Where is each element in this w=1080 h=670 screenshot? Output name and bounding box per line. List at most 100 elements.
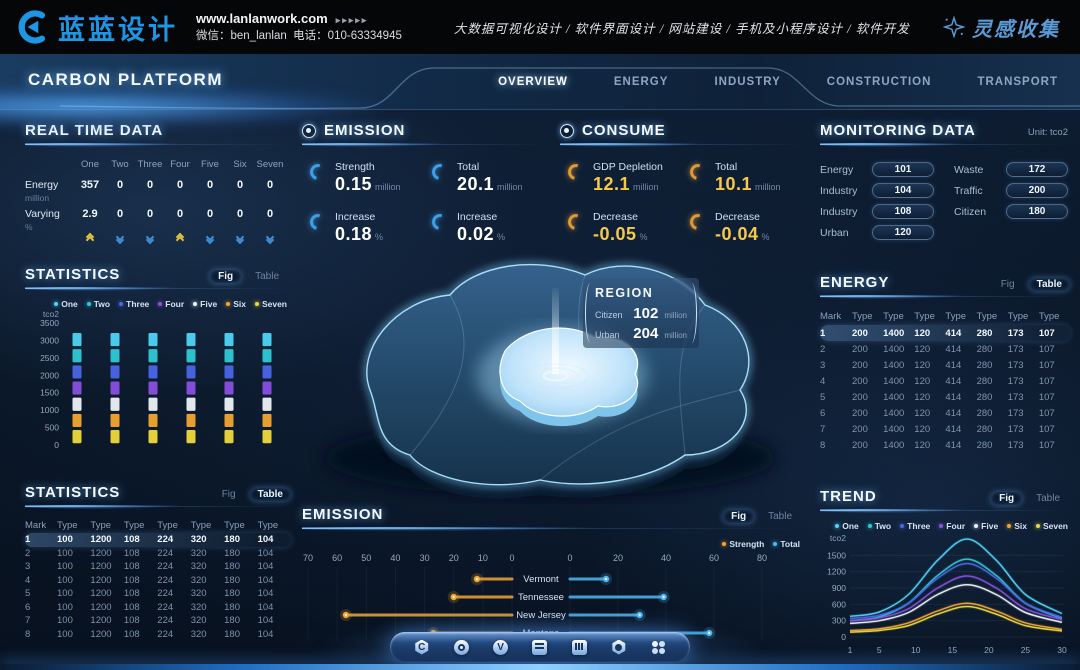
- table-row[interactable]: 3 100 1200 108 224 320 180 104: [25, 560, 291, 574]
- statistics-chart-title: STATISTICS: [25, 266, 121, 283]
- table-cell: 120: [914, 359, 931, 371]
- nav-item-overview[interactable]: OVERVIEW: [498, 76, 568, 88]
- table-cell: 224: [157, 588, 174, 600]
- brand-contact: www.lanlanwork.com ▸▸▸▸▸ 微信：ben_lanlan 电话…: [196, 10, 402, 44]
- monitoring-row-citizen: Citizen 180: [954, 201, 1068, 222]
- website-link[interactable]: www.lanlanwork.com: [196, 10, 328, 26]
- hex-nut-icon[interactable]: [612, 639, 626, 655]
- toggle-fig[interactable]: Fig: [991, 492, 1023, 505]
- nav-item-energy[interactable]: ENERGY: [613, 76, 669, 88]
- kpi-label: Increase: [457, 211, 498, 223]
- toggle-table[interactable]: Table: [249, 488, 291, 501]
- table-header-cell: Mark: [25, 519, 47, 531]
- legend-label: Strength: [729, 539, 765, 549]
- table-cell: 180: [224, 574, 240, 586]
- arrows-decoration: ▸▸▸▸▸: [335, 14, 369, 25]
- title-underline: [820, 295, 1070, 299]
- legend-label: Two: [874, 521, 892, 531]
- monitoring-row-waste: Waste 172: [954, 159, 1068, 180]
- table-header-cell: Type: [123, 519, 145, 531]
- gear-icon[interactable]: [453, 639, 469, 655]
- row-label: Energy: [25, 179, 59, 191]
- table-header-cell: Mark: [820, 310, 842, 322]
- table-row[interactable]: 7 200 1400 120 414 280 173 107: [820, 421, 1070, 437]
- kpi-value-row: 12.1 million: [593, 174, 663, 195]
- v-circle-icon[interactable]: V: [493, 639, 509, 655]
- legend-item-five: Five: [193, 299, 217, 309]
- table-cell: 108: [123, 534, 140, 546]
- table-row[interactable]: 4 100 1200 108 224 320 180 104: [25, 574, 291, 588]
- table-row[interactable]: 5 100 1200 108 224 320 180 104: [25, 587, 291, 601]
- trend-up-icon: [75, 232, 105, 245]
- fig-table-toggle: Fig Table: [991, 492, 1068, 505]
- table-cell: 104: [257, 561, 274, 573]
- consume-icon: [560, 123, 574, 138]
- legend-dot: [939, 524, 944, 528]
- toggle-fig[interactable]: Fig: [723, 510, 755, 523]
- toggle-fig[interactable]: Fig: [210, 270, 242, 283]
- region-3d-map[interactable]: REGION Citizen 102 million Urban 204 mil…: [300, 226, 800, 504]
- chart-board-icon[interactable]: [571, 639, 587, 655]
- toggle-table[interactable]: Table: [1028, 278, 1070, 291]
- charging-station-icon[interactable]: [532, 639, 548, 655]
- arc-gauge-icon: [429, 161, 451, 183]
- svg-text:80: 80: [757, 553, 767, 563]
- emission-legend: Strength Total: [302, 539, 800, 549]
- toggle-table[interactable]: Table: [768, 511, 792, 522]
- nav-item-industry[interactable]: INDUSTRY: [714, 76, 781, 88]
- toggle-table[interactable]: Table: [1036, 493, 1060, 504]
- table-row[interactable]: 2 200 1400 120 414 280 173 107: [820, 341, 1070, 357]
- table-row[interactable]: 8 200 1400 120 414 280 173 107: [820, 437, 1070, 453]
- shield-c-icon[interactable]: C: [415, 639, 429, 655]
- table-cell: 180: [224, 615, 240, 627]
- app-cluster-icon[interactable]: [651, 640, 666, 655]
- table-cell: 104: [257, 588, 274, 600]
- table-cell: 104: [257, 615, 274, 627]
- table-cell: 5: [25, 588, 31, 600]
- realtime-value: 357: [80, 179, 100, 191]
- toggle-fig[interactable]: Fig: [221, 489, 236, 500]
- svg-text:Tennessee: Tennessee: [518, 592, 564, 603]
- realtime-value: 0: [116, 208, 124, 220]
- monitoring-value-pill: 120: [872, 225, 934, 240]
- table-row[interactable]: 1 200 1400 120 414 280 173 107: [820, 325, 1070, 341]
- brand-logo[interactable]: 蓝蓝设计: [0, 8, 178, 47]
- monitoring-label: Energy: [820, 163, 854, 176]
- inspiration-collect[interactable]: 灵感收集: [943, 13, 1060, 42]
- legend-dot: [226, 302, 231, 306]
- table-row[interactable]: 7 100 1200 108 224 320 180 104: [25, 614, 291, 628]
- svg-text:40: 40: [661, 553, 671, 563]
- kpi-text: Total 20.1 million: [457, 161, 523, 195]
- table-row[interactable]: 5 200 1400 120 414 280 173 107: [820, 389, 1070, 405]
- table-cell: 100: [57, 628, 73, 640]
- legend-dot: [193, 302, 198, 306]
- series-legend: One Two Three Four Five Six Seven: [25, 299, 287, 309]
- table-row[interactable]: 1 100 1200 108 224 320 180 104: [25, 533, 291, 547]
- toggle-table[interactable]: Table: [255, 271, 279, 282]
- realtime-col-header: Three: [137, 159, 163, 170]
- kpi-value-row: -0.05%: [593, 224, 648, 245]
- table-row[interactable]: 8 100 1200 108 224 320 180 104: [25, 628, 291, 642]
- table-cell: 120: [914, 375, 931, 387]
- table-row[interactable]: 4 200 1400 120 414 280 173 107: [820, 373, 1070, 389]
- legend-dot: [1007, 524, 1012, 528]
- nav-item-construction[interactable]: CONSTRUCTION: [826, 76, 932, 88]
- table-cell: 104: [257, 534, 274, 546]
- fig-table-toggle: Fig Table: [723, 510, 800, 523]
- svg-text:60: 60: [332, 553, 342, 563]
- legend-item-six: Six: [226, 299, 246, 309]
- table-row[interactable]: 3 200 1400 120 414 280 173 107: [820, 357, 1070, 373]
- table-row[interactable]: 6 200 1400 120 414 280 173 107: [820, 405, 1070, 421]
- emission-summary-panel: EMISSION Strength 0.15 million Total 20.1 mil…: [302, 122, 546, 245]
- toggle-fig[interactable]: Fig: [1000, 279, 1015, 290]
- legend-item-seven: Seven: [1035, 521, 1068, 531]
- legend-label: Three: [126, 299, 150, 309]
- table-row[interactable]: 6 100 1200 108 224 320 180 104: [25, 601, 291, 615]
- svg-text:50: 50: [361, 553, 371, 563]
- nav-item-transport[interactable]: TRANSPORT: [977, 76, 1058, 88]
- table-cell: 173: [1007, 423, 1024, 435]
- table-header-cell: Type: [883, 310, 904, 322]
- table-row[interactable]: 2 100 1200 108 224 320 180 104: [25, 547, 291, 561]
- table-cell: 180: [224, 561, 240, 573]
- svg-text:2000: 2000: [40, 370, 59, 380]
